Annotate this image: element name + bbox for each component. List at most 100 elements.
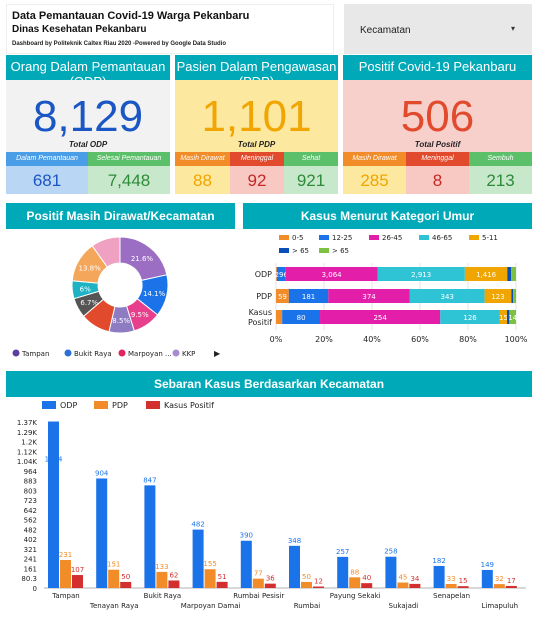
kec-ytick: 883 xyxy=(24,478,37,486)
age-legend-swatch xyxy=(419,235,429,240)
kec-bar xyxy=(457,586,469,588)
age-legend-swatch xyxy=(319,248,329,253)
kec-bar-label: 182 xyxy=(432,557,445,565)
pdp-sehat-value: 921 xyxy=(296,171,326,190)
age-bar-label: 3,064 xyxy=(322,271,343,279)
kec-bar-label: 904 xyxy=(95,469,109,477)
kec-bar xyxy=(168,580,180,588)
kec-ytick: 1.29K xyxy=(17,429,38,437)
age-bar-label: 296 xyxy=(275,271,289,279)
age-bar-segment xyxy=(328,289,410,303)
kec-bar xyxy=(240,540,252,588)
age-legend-swatch xyxy=(279,248,289,253)
pdp-total-value: 1,101 xyxy=(201,92,312,141)
age-bar-label: 123 xyxy=(491,293,504,301)
kec-bar xyxy=(264,583,276,588)
age-ytick: ODP xyxy=(255,270,272,279)
kec-bar-label: 847 xyxy=(143,476,156,484)
kec-bar-label: 1374 xyxy=(45,456,63,464)
kec-bar-label: 62 xyxy=(169,571,178,579)
kec-ytick: 1.37K xyxy=(17,419,38,427)
kec-bar-label: 88 xyxy=(350,568,359,576)
kec-bar-label: 107 xyxy=(71,566,84,574)
kec-bar-label: 32 xyxy=(495,575,504,583)
kec-ytick: 723 xyxy=(24,497,37,505)
kec-bar xyxy=(60,560,71,588)
kec-bar xyxy=(301,581,312,588)
kec-bar xyxy=(493,584,505,588)
kec-bar xyxy=(108,569,120,588)
dropdown-arrow-icon[interactable]: ▾ xyxy=(511,24,516,33)
donut-legend-dot xyxy=(172,349,180,357)
kec-ytick: 402 xyxy=(24,536,37,544)
age-bar-segment xyxy=(513,289,516,303)
age-bar-label: 374 xyxy=(362,293,376,301)
donut-legend-label: Bukit Raya xyxy=(74,350,112,358)
kec-ytick: 642 xyxy=(24,507,37,515)
pdp-header xyxy=(175,55,338,80)
age-bar-label: 2,913 xyxy=(411,271,431,279)
positif-total-value: 506 xyxy=(400,92,475,141)
kec-bar-label: 15 xyxy=(459,577,468,585)
kec-ytick: 1.2K xyxy=(21,439,37,447)
kec-bar-label: 231 xyxy=(59,551,72,559)
age-bar-segment xyxy=(440,310,500,324)
age-bar-segment xyxy=(276,310,283,324)
age-bar-segment xyxy=(276,267,286,281)
donut-slice-label: 8.5% xyxy=(112,317,130,325)
age-bar-label: 15 xyxy=(499,314,508,322)
header-card xyxy=(6,4,334,54)
kec-bar xyxy=(349,577,361,588)
kec-legend-swatch xyxy=(94,401,108,409)
age-legend-label: 12-25 xyxy=(332,234,352,242)
kec-bar xyxy=(144,485,156,588)
age-bar-label: 59 xyxy=(278,293,287,301)
kec-bar-label: 390 xyxy=(240,532,253,540)
positif-dirawat-value: 285 xyxy=(360,171,389,190)
pdp-total-label: Total PDP xyxy=(237,140,276,149)
kec-bar xyxy=(445,584,457,588)
donut-slice xyxy=(91,236,121,268)
kec-bar-label: 50 xyxy=(302,573,311,581)
kec-bar xyxy=(289,545,300,588)
kec-bar-label: 482 xyxy=(191,521,204,529)
kec-bar-label: 149 xyxy=(481,561,494,569)
play-arrow-icon: ▶ xyxy=(214,349,221,358)
age-bar-label: 126 xyxy=(463,314,477,322)
age-legend-label: 46-65 xyxy=(432,234,452,242)
positif-body xyxy=(343,80,532,152)
age-bar-segment xyxy=(511,267,516,281)
kec-bar xyxy=(72,575,83,588)
age-legend-swatch xyxy=(469,235,479,240)
donut-chart: 21.6% 14.1% 9.5%8.5% 6.7% 6% 13.8% Tampan Buki… xyxy=(12,236,221,358)
age-section-title: Kasus Menurut Kategori Umur xyxy=(243,203,532,229)
kec-bar-label: 257 xyxy=(336,548,349,556)
kec-legend-swatch xyxy=(42,401,56,409)
kec-bar-label: 258 xyxy=(384,548,397,556)
donut-legend-label: KKP xyxy=(182,350,195,358)
donut-legend-label: Marpoyan ... xyxy=(128,350,172,358)
kecamatan-dropdown-label: Kecamatan xyxy=(360,25,411,36)
donut-legend-dot xyxy=(12,349,20,357)
kec-bar xyxy=(385,556,397,588)
kecamatan-dropdown[interactable] xyxy=(344,4,532,54)
donut-slice-label: 14.1% xyxy=(143,290,166,298)
age-bar-segment xyxy=(507,267,512,281)
age-bar-label: 254 xyxy=(373,314,387,322)
age-legend-swatch xyxy=(369,235,379,240)
age-legend-swatch xyxy=(279,235,289,240)
positif-title: Positif Covid-19 Pekanbaru xyxy=(358,59,517,74)
dashboard-credit: Dashboard by Politeknik Caltex Riau 2020… xyxy=(12,41,227,47)
pdp-dirawat-value: 88 xyxy=(193,171,212,190)
kec-bar-label: 36 xyxy=(266,575,275,583)
kec-ytick: 1.12K xyxy=(17,448,38,456)
age-bar-segment xyxy=(484,289,512,303)
age-bar-segment xyxy=(499,310,508,324)
kec-chart: ODP PDP Kasus Positif 13742311079041515084… xyxy=(17,401,526,610)
age-bar-segment xyxy=(509,310,516,324)
age-legend-label: 0-5 xyxy=(292,234,303,242)
kec-legend-label: Kasus Positif xyxy=(164,401,214,410)
dashboard-subtitle: Dinas Kesehatan Pekanbaru xyxy=(12,24,147,35)
age-bar-label: 1,416 xyxy=(476,271,497,279)
age-legend-swatch xyxy=(319,235,329,240)
